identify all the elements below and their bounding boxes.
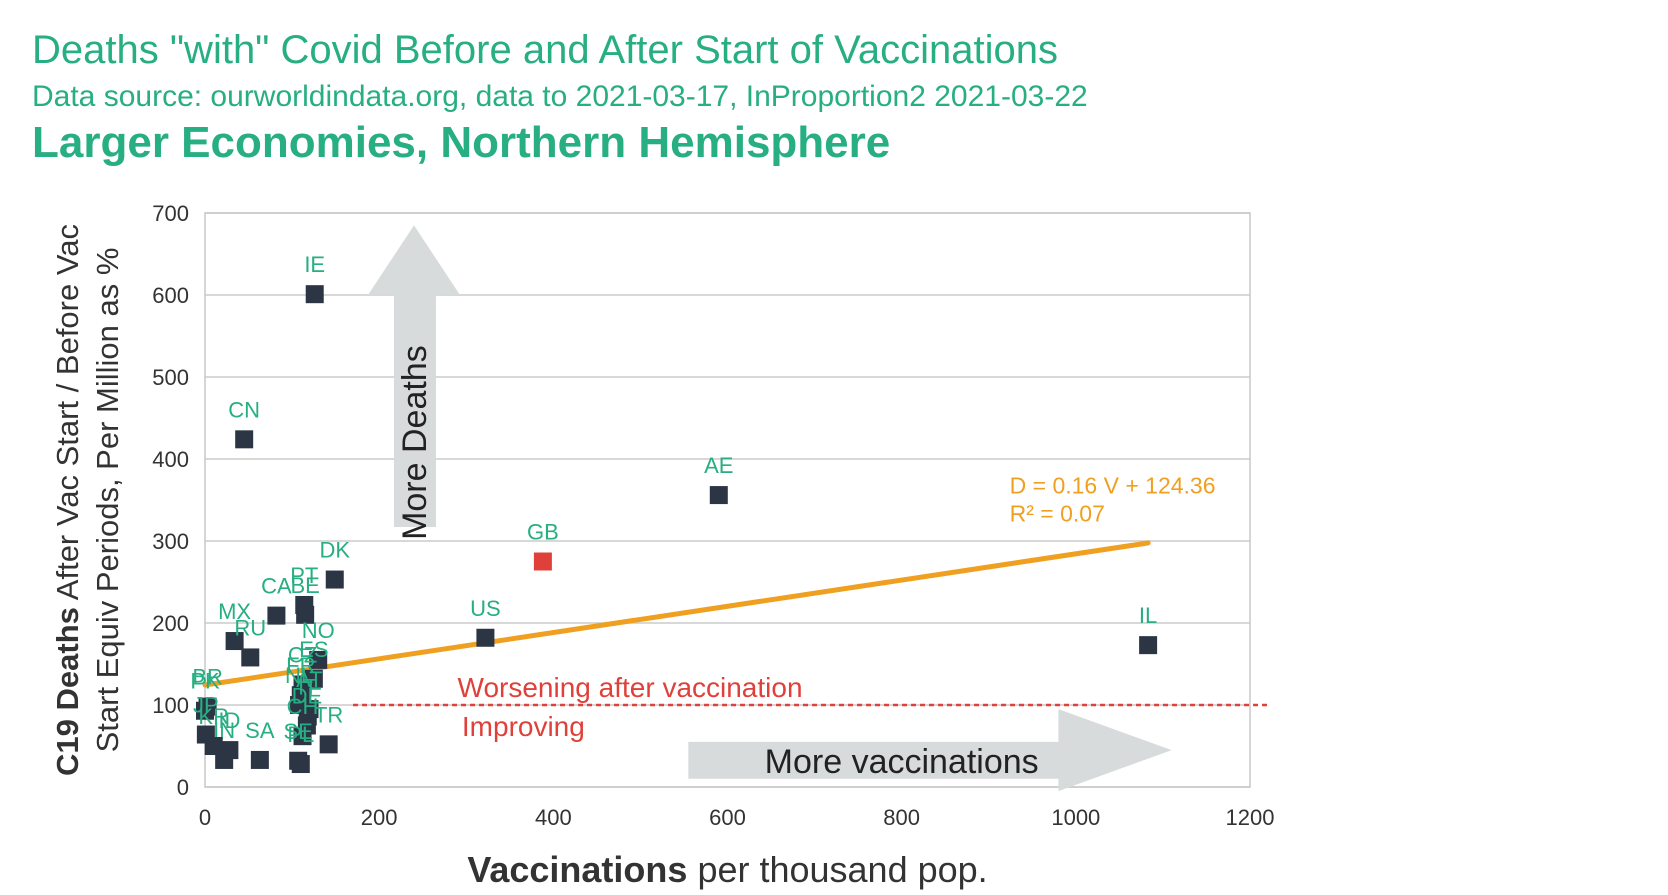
data-label-se: SE [283,719,312,744]
data-label-dk: DK [319,538,350,563]
data-label-in: IN [213,718,235,743]
y-axis-label-rest: After Vac Start / Before Vac [50,224,85,607]
data-point-pk [196,701,214,720]
data-point-cn [235,430,254,449]
data-label-cz: CZ [288,643,317,668]
y-axis-label: C19 Deaths After Vac Start / Before Vac … [50,224,125,776]
data-label-it: IT [298,674,318,699]
chart-subtitle: Larger Economies, Northern Hemisphere [32,118,891,167]
data-label-il: IL [1139,603,1157,628]
trendline-equation: D = 0.16 V + 124.36 [1010,472,1216,498]
data-label-gb: GB [527,520,559,545]
data-point-ie [305,285,324,304]
x-axis-label-rest: per thousand pop. [687,849,987,890]
data-label-no: NO [302,618,335,643]
data-point-ae [709,486,728,505]
data-point-us [476,628,495,647]
y-tick-label: 400 [152,447,189,472]
data-label-pt: PT [290,563,318,588]
x-axis-label-bold: Vaccinations [467,849,687,890]
trendline-line [202,540,1151,688]
y-axis-label-line1: C19 Deaths After Vac Start / Before Vac [50,224,85,776]
data-label-ie: IE [304,252,325,277]
y-tick-label: 500 [152,365,189,390]
data-label-cn: CN [228,397,260,422]
y-tick-label: 600 [152,283,189,308]
data-label-nl: NL [285,663,313,688]
data-label-de: DE [292,684,323,709]
data-point-kr [204,737,223,755]
data-point-es [304,669,323,688]
data-point-in [215,750,234,769]
data-label-pk: PK [190,669,220,694]
right-arrow-shape [688,709,1172,792]
data-source: Data source: ourworldindata.org, data to… [32,80,1088,113]
plot-frame [204,212,1251,788]
data-point-dk [325,570,344,589]
y-tick-label: 700 [152,201,189,226]
data-label-kr: KR [198,704,229,729]
chart-title: Deaths "with" Covid Before and After Sta… [32,28,1058,72]
y-axis-label-bold: C19 Deaths [50,607,85,776]
x-tick-label: 1200 [1226,805,1275,830]
reference-label-below: Improving [462,711,585,742]
data-label-id: ID [218,708,240,733]
data-point-mx [225,632,244,651]
data-label-ch: CH [287,694,319,719]
data-point-no [309,650,328,669]
reference-label-above: Worsening after vaccination [458,672,803,703]
annotation-arrows: More Deaths More vaccinations [368,225,1172,792]
y-axis-label-line2: Start Equiv Periods, Per Million as % [90,248,125,753]
data-label-fr: FR [286,653,315,678]
x-tick-label: 0 [199,805,211,830]
data-point-ru [241,648,260,667]
data-label-es: ES [299,637,328,662]
x-tick-label: 800 [883,805,920,830]
x-tick-label: 400 [535,805,572,830]
data-label-tr: TR [314,702,343,727]
data-label-pl: PL [287,722,314,747]
up-arrow-label: More Deaths [396,345,434,540]
right-arrow-label: More vaccinations [765,743,1039,781]
y-tick-label: 300 [152,529,189,554]
data-point-gb [533,552,552,571]
data-label-jp: JP [193,693,219,718]
x-tick-label: 600 [709,805,746,830]
x-axis-label: Vaccinations per thousand pop. [467,849,987,890]
data-point-ch [293,727,312,746]
data-point-tr [319,735,338,754]
reference-line: Worsening after vaccination Improving [353,672,1270,742]
data-label-at: AT [296,667,322,692]
data-label-be: BE [290,573,319,598]
data-point-ca [267,606,286,625]
data-label-mx: MX [218,599,251,624]
data-point-be [296,605,315,624]
trendline-r2: R² = 0.07 [1010,500,1105,526]
x-tick-label: 1000 [1051,805,1100,830]
y-tick-label: 200 [152,611,189,636]
data-point-il [1139,636,1158,655]
x-tick-label: 200 [361,805,398,830]
data-label-ca: CA [261,574,292,599]
data-label-ae: AE [704,453,733,478]
up-arrow-shape [368,225,460,528]
data-point-sa [250,750,269,769]
data-label-sa: SA [245,718,275,743]
data-point-pl [291,755,310,774]
data-label-us: US [470,596,501,621]
y-tick-label: 100 [152,693,189,718]
axis-ticks: 0 100 200 300 400 500 600 700 0 200 400 600 800 1000 1… [152,201,1274,830]
y-tick-label: 0 [177,775,189,800]
data-label-ru: RU [234,615,266,640]
data-label-br: BR [192,665,223,690]
